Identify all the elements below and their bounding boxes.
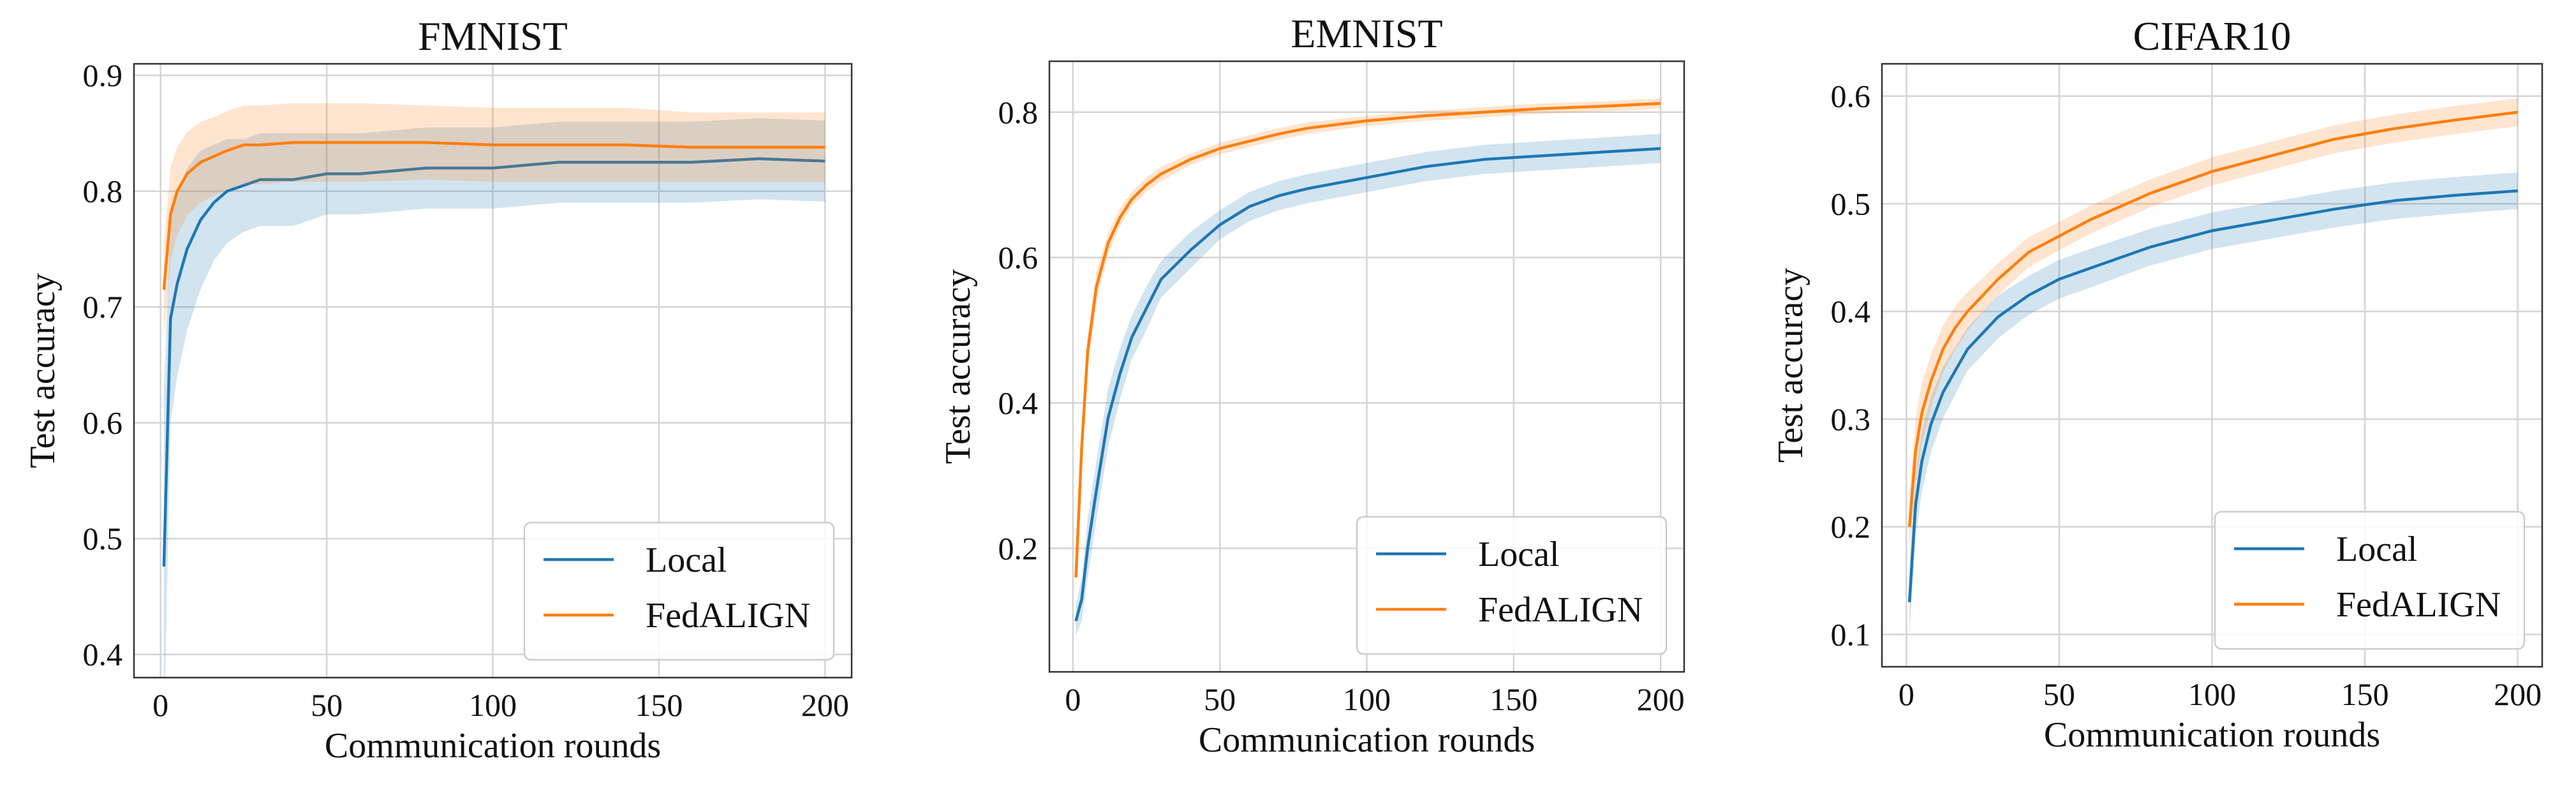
x-tick-label: 200 <box>1637 681 1685 717</box>
plot-area <box>1907 98 2518 635</box>
x-tick-label: 0 <box>1899 676 1914 712</box>
y-tick-label: 0.5 <box>1831 186 1871 221</box>
y-tick-label: 0.2 <box>998 530 1039 566</box>
x-axis-label: Communication rounds <box>1199 720 1535 760</box>
x-tick-label: 0 <box>152 687 168 723</box>
x-axis-label: Communication rounds <box>325 726 661 766</box>
series-line-fedalign <box>1074 101 1661 578</box>
axes-frame <box>1881 63 2543 668</box>
x-tick-label: 0 <box>1065 681 1081 717</box>
x-tick-label: 100 <box>1343 681 1391 717</box>
chart-title: FMNIST <box>418 13 568 59</box>
legend-label-fedalign: FedALIGN <box>646 596 810 635</box>
x-tick-label: 200 <box>2494 676 2542 712</box>
y-tick-label: 0.8 <box>998 94 1039 130</box>
y-tick-label: 0.6 <box>83 405 123 441</box>
y-tick-label: 0.3 <box>1831 401 1871 437</box>
plot-area <box>1074 98 1661 635</box>
legend-label-fedalign: FedALIGN <box>2336 585 2501 625</box>
series-band-fedalign <box>163 103 825 336</box>
series-line-local <box>162 157 825 567</box>
y-tick-label: 0.1 <box>1831 616 1871 652</box>
legend-label-local: Local <box>2336 530 2417 569</box>
y-tick-label: 0.4 <box>1831 293 1871 329</box>
chart-title: EMNIST <box>1291 11 1442 56</box>
x-tick-label: 150 <box>635 687 683 723</box>
fmnist-panel: 0 50 100 150 200 0.4 0.5 0.6 0.7 0.8 0.9 FMNIST Comm… <box>23 13 853 766</box>
y-tick-label: 0.7 <box>83 289 123 325</box>
x-tick-label: 100 <box>469 687 517 723</box>
series-line-local <box>1907 189 2518 602</box>
x-tick-label: 200 <box>801 687 849 723</box>
chart-title: CIFAR10 <box>2133 13 2291 59</box>
x-tick-label: 50 <box>1204 681 1236 717</box>
legend-box <box>1356 516 1668 655</box>
y-tick-label: 0.8 <box>83 174 123 209</box>
x-axis-label: Communication rounds <box>2044 715 2380 755</box>
plot-area <box>162 103 825 678</box>
series-band-local <box>1909 172 2518 635</box>
axes-frame <box>1048 60 1685 673</box>
x-tick-label: 50 <box>2043 676 2075 712</box>
x-tick-label: 100 <box>2188 676 2236 712</box>
y-tick-label: 0.5 <box>83 521 123 556</box>
legend-box <box>523 521 835 661</box>
legend-box <box>2214 510 2526 650</box>
series-line-fedalign <box>162 141 825 290</box>
series-line-fedalign <box>1907 110 2518 527</box>
cifar10-panel: 0 50 100 150 200 0.1 0.2 0.3 0.4 0.5 0.6 CIFAR10 Com… <box>1771 13 2543 755</box>
y-axis-label: Test accuracy <box>1771 268 1810 463</box>
y-tick-label: 0.9 <box>83 57 123 93</box>
emnist-panel: 0 50 100 150 200 0.2 0.4 0.6 0.8 EMNIST Communicat… <box>938 11 1685 760</box>
legend-label-local: Local <box>1478 535 1559 574</box>
x-tick-label: 150 <box>2341 676 2389 712</box>
y-tick-label: 0.6 <box>1831 78 1871 114</box>
y-tick-label: 0.2 <box>1831 509 1871 545</box>
y-tick-label: 0.4 <box>998 385 1039 420</box>
x-tick-label: 50 <box>311 687 343 723</box>
y-tick-label: 0.4 <box>83 637 123 672</box>
axes-frame <box>133 63 853 679</box>
y-axis-label: Test accuracy <box>938 269 978 464</box>
y-tick-label: 0.6 <box>998 240 1039 276</box>
x-tick-label: 150 <box>1490 681 1537 717</box>
y-axis-label: Test accuracy <box>23 273 63 468</box>
series-line-local <box>1074 147 1661 621</box>
legend-label-local: Local <box>646 540 727 580</box>
legend-label-fedalign: FedALIGN <box>1478 590 1643 630</box>
series-band-local <box>163 118 825 678</box>
